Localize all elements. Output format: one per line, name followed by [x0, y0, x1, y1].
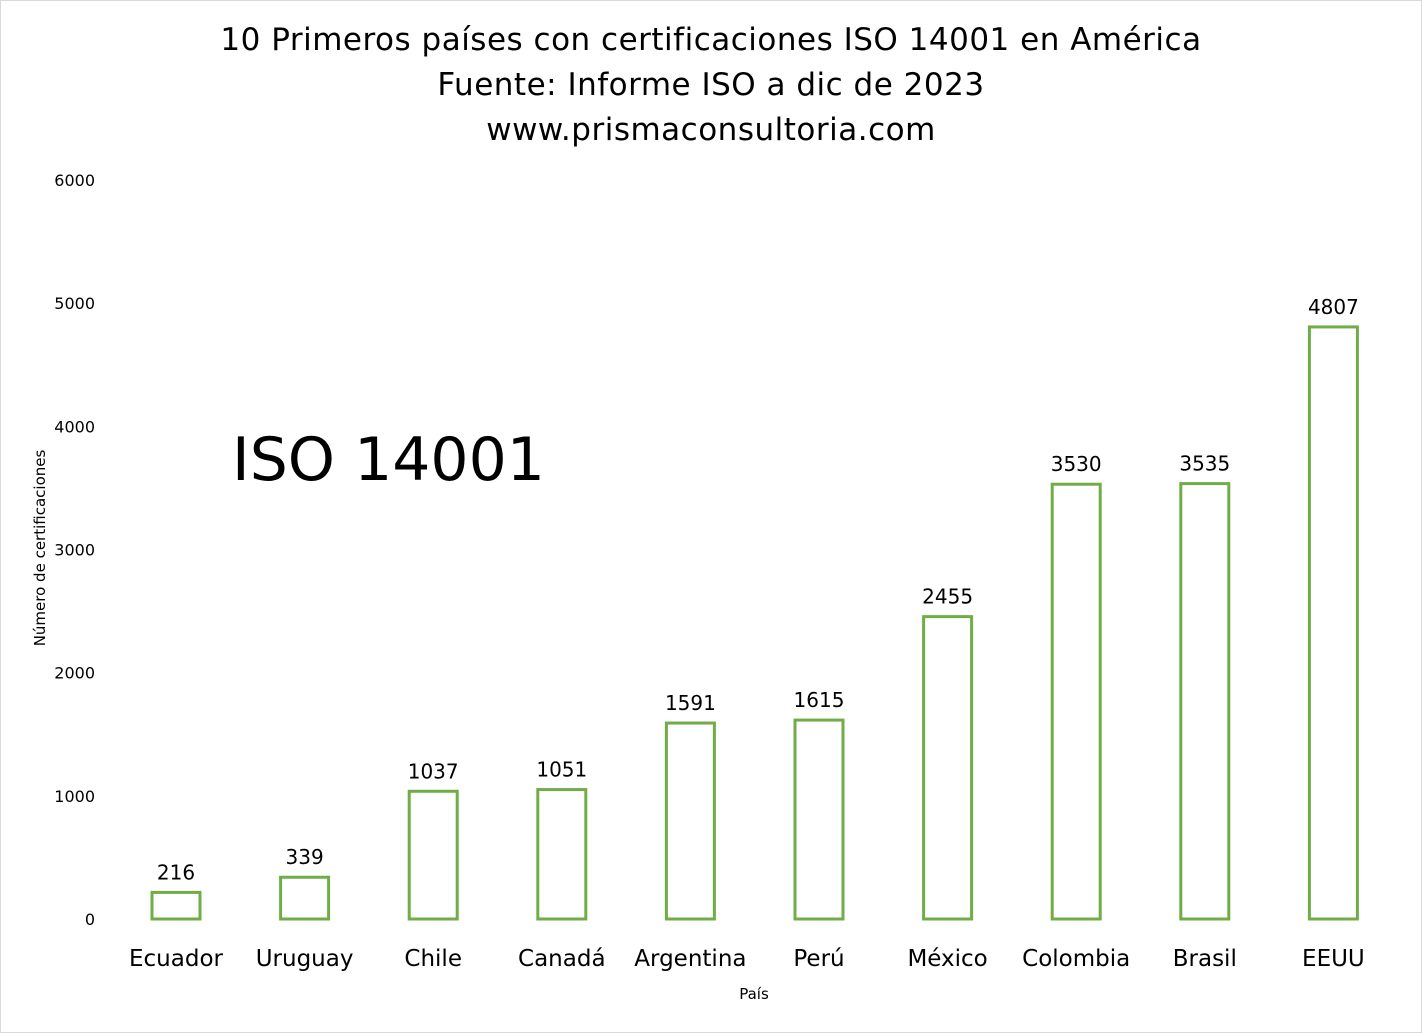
- data-label: 2455: [922, 585, 973, 609]
- x-tick-label: Chile: [404, 946, 462, 972]
- data-label: 4807: [1308, 295, 1359, 319]
- y-tick-label: 5000: [54, 294, 95, 313]
- bar-colombia: [1050, 482, 1102, 921]
- data-label: 1615: [794, 688, 845, 712]
- bar-uruguay: [279, 875, 331, 921]
- x-tick-label: Canadá: [518, 946, 606, 972]
- data-label: 3530: [1051, 452, 1102, 476]
- chart-subtitle-website: www.prismaconsultoria.com: [486, 112, 936, 148]
- y-tick-label: 3000: [54, 541, 95, 560]
- y-tick-label: 4000: [54, 417, 95, 436]
- data-label: 1037: [408, 759, 459, 783]
- x-tick-label: Ecuador: [129, 946, 224, 972]
- x-tick-label: Perú: [793, 946, 844, 972]
- x-axis-title: País: [739, 985, 769, 1003]
- chart-subtitle-source: Fuente: Informe ISO a dic de 2023: [437, 67, 985, 103]
- y-tick-label: 1000: [54, 787, 95, 806]
- x-axis-ticks: Ecuador Uruguay Chile Canadá Argentina Perú Mé…: [129, 946, 1365, 972]
- y-tick-label: 6000: [54, 171, 95, 190]
- iso-14001-label: ISO 14001: [232, 425, 545, 495]
- data-label: 339: [286, 845, 324, 869]
- bars: [150, 325, 1359, 921]
- data-label: 216: [157, 860, 195, 884]
- x-tick-label: Uruguay: [256, 946, 354, 972]
- data-label: 3535: [1179, 452, 1230, 476]
- data-labels: 216 339 1037 1051 1591 1615 2455 3530 3535 4807: [157, 295, 1359, 884]
- bar-canadá: [536, 788, 588, 921]
- chart-title: 10 Primeros países con certificaciones I…: [220, 22, 1202, 58]
- x-tick-label: Argentina: [634, 946, 746, 972]
- bar-argentina: [664, 721, 716, 921]
- x-tick-label: Brasil: [1173, 946, 1237, 972]
- y-axis-ticks: 0 1000 2000 3000 4000 5000 6000: [54, 171, 95, 929]
- bar-ecuador: [150, 890, 202, 921]
- x-tick-label: México: [907, 946, 987, 972]
- y-axis-title: Número de certificaciones: [31, 450, 49, 647]
- bar-méxico: [922, 615, 974, 921]
- data-label: 1051: [536, 758, 587, 782]
- data-label: 1591: [665, 691, 716, 715]
- y-tick-label: 2000: [54, 664, 95, 683]
- y-tick-label: 0: [85, 910, 95, 929]
- bar-perú: [793, 718, 845, 921]
- x-tick-label: Colombia: [1022, 946, 1130, 972]
- bar-eeuu: [1307, 325, 1359, 921]
- bar-brasil: [1179, 482, 1231, 921]
- bar-chile: [407, 789, 459, 921]
- x-tick-label: EEUU: [1302, 946, 1365, 972]
